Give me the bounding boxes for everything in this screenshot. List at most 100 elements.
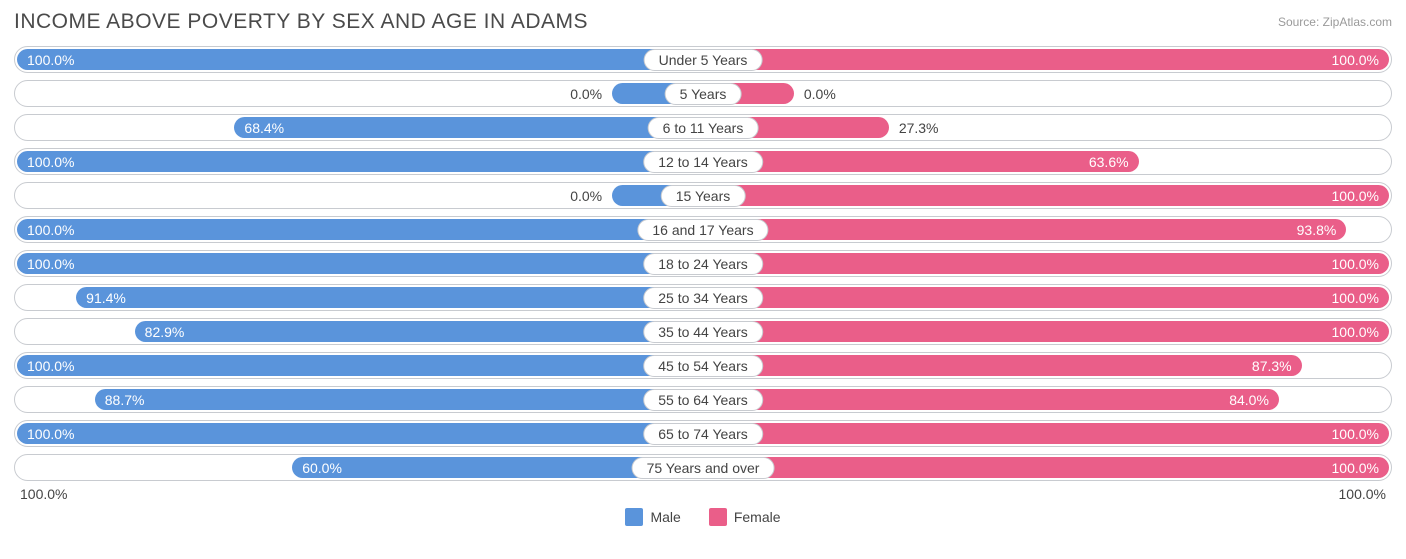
female-bar-track: 93.8% <box>703 217 1391 242</box>
male-bar: 68.4% <box>234 117 701 138</box>
male-value-label: 88.7% <box>105 392 145 408</box>
female-bar-track: 27.3% <box>703 115 1391 140</box>
female-bar-track: 100.0% <box>703 183 1391 208</box>
male-bar-track: 60.0% <box>15 455 703 480</box>
bar-row: 60.0% 100.0% 75 Years and over <box>14 454 1392 481</box>
legend-swatch <box>709 508 727 526</box>
category-label: 35 to 44 Years <box>643 321 763 343</box>
legend: Male Female <box>14 508 1392 526</box>
axis-left-label: 100.0% <box>20 486 67 502</box>
female-value-label: 100.0% <box>1332 188 1379 204</box>
male-bar: 91.4% <box>76 287 701 308</box>
male-bar-track: 100.0% <box>15 421 703 446</box>
male-value-label: 100.0% <box>27 358 74 374</box>
male-value-label: 68.4% <box>244 120 284 136</box>
category-label: 16 and 17 Years <box>637 219 768 241</box>
bar-row: 100.0%87.3%45 to 54 Years <box>14 352 1392 379</box>
female-value-label: 87.3% <box>1252 358 1292 374</box>
legend-swatch <box>625 508 643 526</box>
male-value-label: 0.0% <box>570 188 602 204</box>
male-bar-track: 0.0% <box>15 183 703 208</box>
male-bar: 100.0% <box>17 219 701 240</box>
category-label: 25 to 34 Years <box>643 287 763 309</box>
male-bar-track: 82.9% <box>15 319 703 344</box>
female-bar: 87.3% <box>705 355 1302 376</box>
category-label: 12 to 14 Years <box>643 151 763 173</box>
male-bar-track: 100.0% <box>15 47 703 72</box>
category-label: 65 to 74 Years <box>643 423 763 445</box>
male-bar-track: 100.0% <box>15 149 703 174</box>
chart-title: INCOME ABOVE POVERTY BY SEX AND AGE IN A… <box>14 10 588 34</box>
male-bar-track: 88.7% <box>15 387 703 412</box>
bar-row: 91.4% 100.0% 25 to 34 Years <box>14 284 1392 311</box>
male-bar-track: 100.0% <box>15 353 703 378</box>
male-bar: 100.0% <box>17 423 701 444</box>
female-value-label: 100.0% <box>1332 324 1379 340</box>
female-value-label: 100.0% <box>1332 426 1379 442</box>
bar-row: 0.0%100.0%15 Years <box>14 182 1392 209</box>
legend-item: Female <box>709 508 781 526</box>
female-bar: 100.0% <box>705 253 1389 274</box>
female-bar: 63.6% <box>705 151 1139 172</box>
female-value-label: 84.0% <box>1229 392 1269 408</box>
male-value-label: 100.0% <box>27 154 74 170</box>
female-bar-track: 100.0% <box>703 421 1391 446</box>
female-bar-track: 63.6% <box>703 149 1391 174</box>
legend-label: Male <box>650 509 680 525</box>
female-bar-track: 100.0% <box>703 455 1391 480</box>
female-bar-track: 100.0% <box>703 251 1391 276</box>
female-value-label: 100.0% <box>1332 256 1379 272</box>
female-value-label: 63.6% <box>1089 154 1129 170</box>
female-value-label: 100.0% <box>1332 460 1379 476</box>
bar-row: 0.0%0.0%5 Years <box>14 80 1392 107</box>
female-bar: 84.0% <box>705 389 1279 410</box>
bar-row: 88.7%84.0%55 to 64 Years <box>14 386 1392 413</box>
female-bar-track: 84.0% <box>703 387 1391 412</box>
female-bar: 100.0% <box>705 287 1389 308</box>
bar-row: 100.0%100.0%18 to 24 Years <box>14 250 1392 277</box>
bar-row: 100.0% 93.8% 16 and 17 Years <box>14 216 1392 243</box>
female-bar-track: 87.3% <box>703 353 1391 378</box>
male-value-label: 100.0% <box>27 426 74 442</box>
category-label: 6 to 11 Years <box>648 117 759 139</box>
female-value-label: 93.8% <box>1297 222 1337 238</box>
female-bar: 100.0% <box>705 457 1389 478</box>
bar-row: 100.0% 100.0% 65 to 74 Years <box>14 420 1392 447</box>
female-bar: 100.0% <box>705 321 1389 342</box>
male-bar: 100.0% <box>17 49 701 70</box>
male-value-label: 100.0% <box>27 256 74 272</box>
male-bar: 88.7% <box>95 389 701 410</box>
male-bar-track: 100.0% <box>15 251 703 276</box>
male-bar-track: 68.4% <box>15 115 703 140</box>
axis-row: 100.0% 100.0% <box>14 486 1392 502</box>
female-value-label: 100.0% <box>1332 52 1379 68</box>
male-bar-track: 91.4% <box>15 285 703 310</box>
axis-right-label: 100.0% <box>1339 486 1386 502</box>
source-label: Source: ZipAtlas.com <box>1278 15 1392 29</box>
male-bar: 100.0% <box>17 151 701 172</box>
category-label: Under 5 Years <box>644 49 763 71</box>
female-value-label: 27.3% <box>899 120 939 136</box>
chart-container: INCOME ABOVE POVERTY BY SEX AND AGE IN A… <box>0 0 1406 540</box>
bar-row: 100.0% 63.6% 12 to 14 Years <box>14 148 1392 175</box>
chart-area: 100.0%100.0%Under 5 Years0.0%0.0%5 Years… <box>14 46 1392 481</box>
male-value-label: 100.0% <box>27 222 74 238</box>
male-bar-track: 100.0% <box>15 217 703 242</box>
female-bar: 100.0% <box>705 423 1389 444</box>
male-value-label: 82.9% <box>145 324 185 340</box>
female-bar-track: 100.0% <box>703 285 1391 310</box>
male-bar: 100.0% <box>17 355 701 376</box>
female-bar-track: 100.0% <box>703 319 1391 344</box>
male-value-label: 0.0% <box>570 86 602 102</box>
category-label: 75 Years and over <box>632 457 775 479</box>
male-bar: 82.9% <box>135 321 701 342</box>
male-value-label: 60.0% <box>302 460 342 476</box>
female-bar-track: 100.0% <box>703 47 1391 72</box>
bar-row: 68.4% 27.3% 6 to 11 Years <box>14 114 1392 141</box>
female-bar-track: 0.0% <box>703 81 1391 106</box>
female-value-label: 100.0% <box>1332 290 1379 306</box>
male-value-label: 100.0% <box>27 52 74 68</box>
female-bar: 93.8% <box>705 219 1346 240</box>
female-bar: 100.0% <box>705 185 1389 206</box>
category-label: 5 Years <box>665 83 742 105</box>
